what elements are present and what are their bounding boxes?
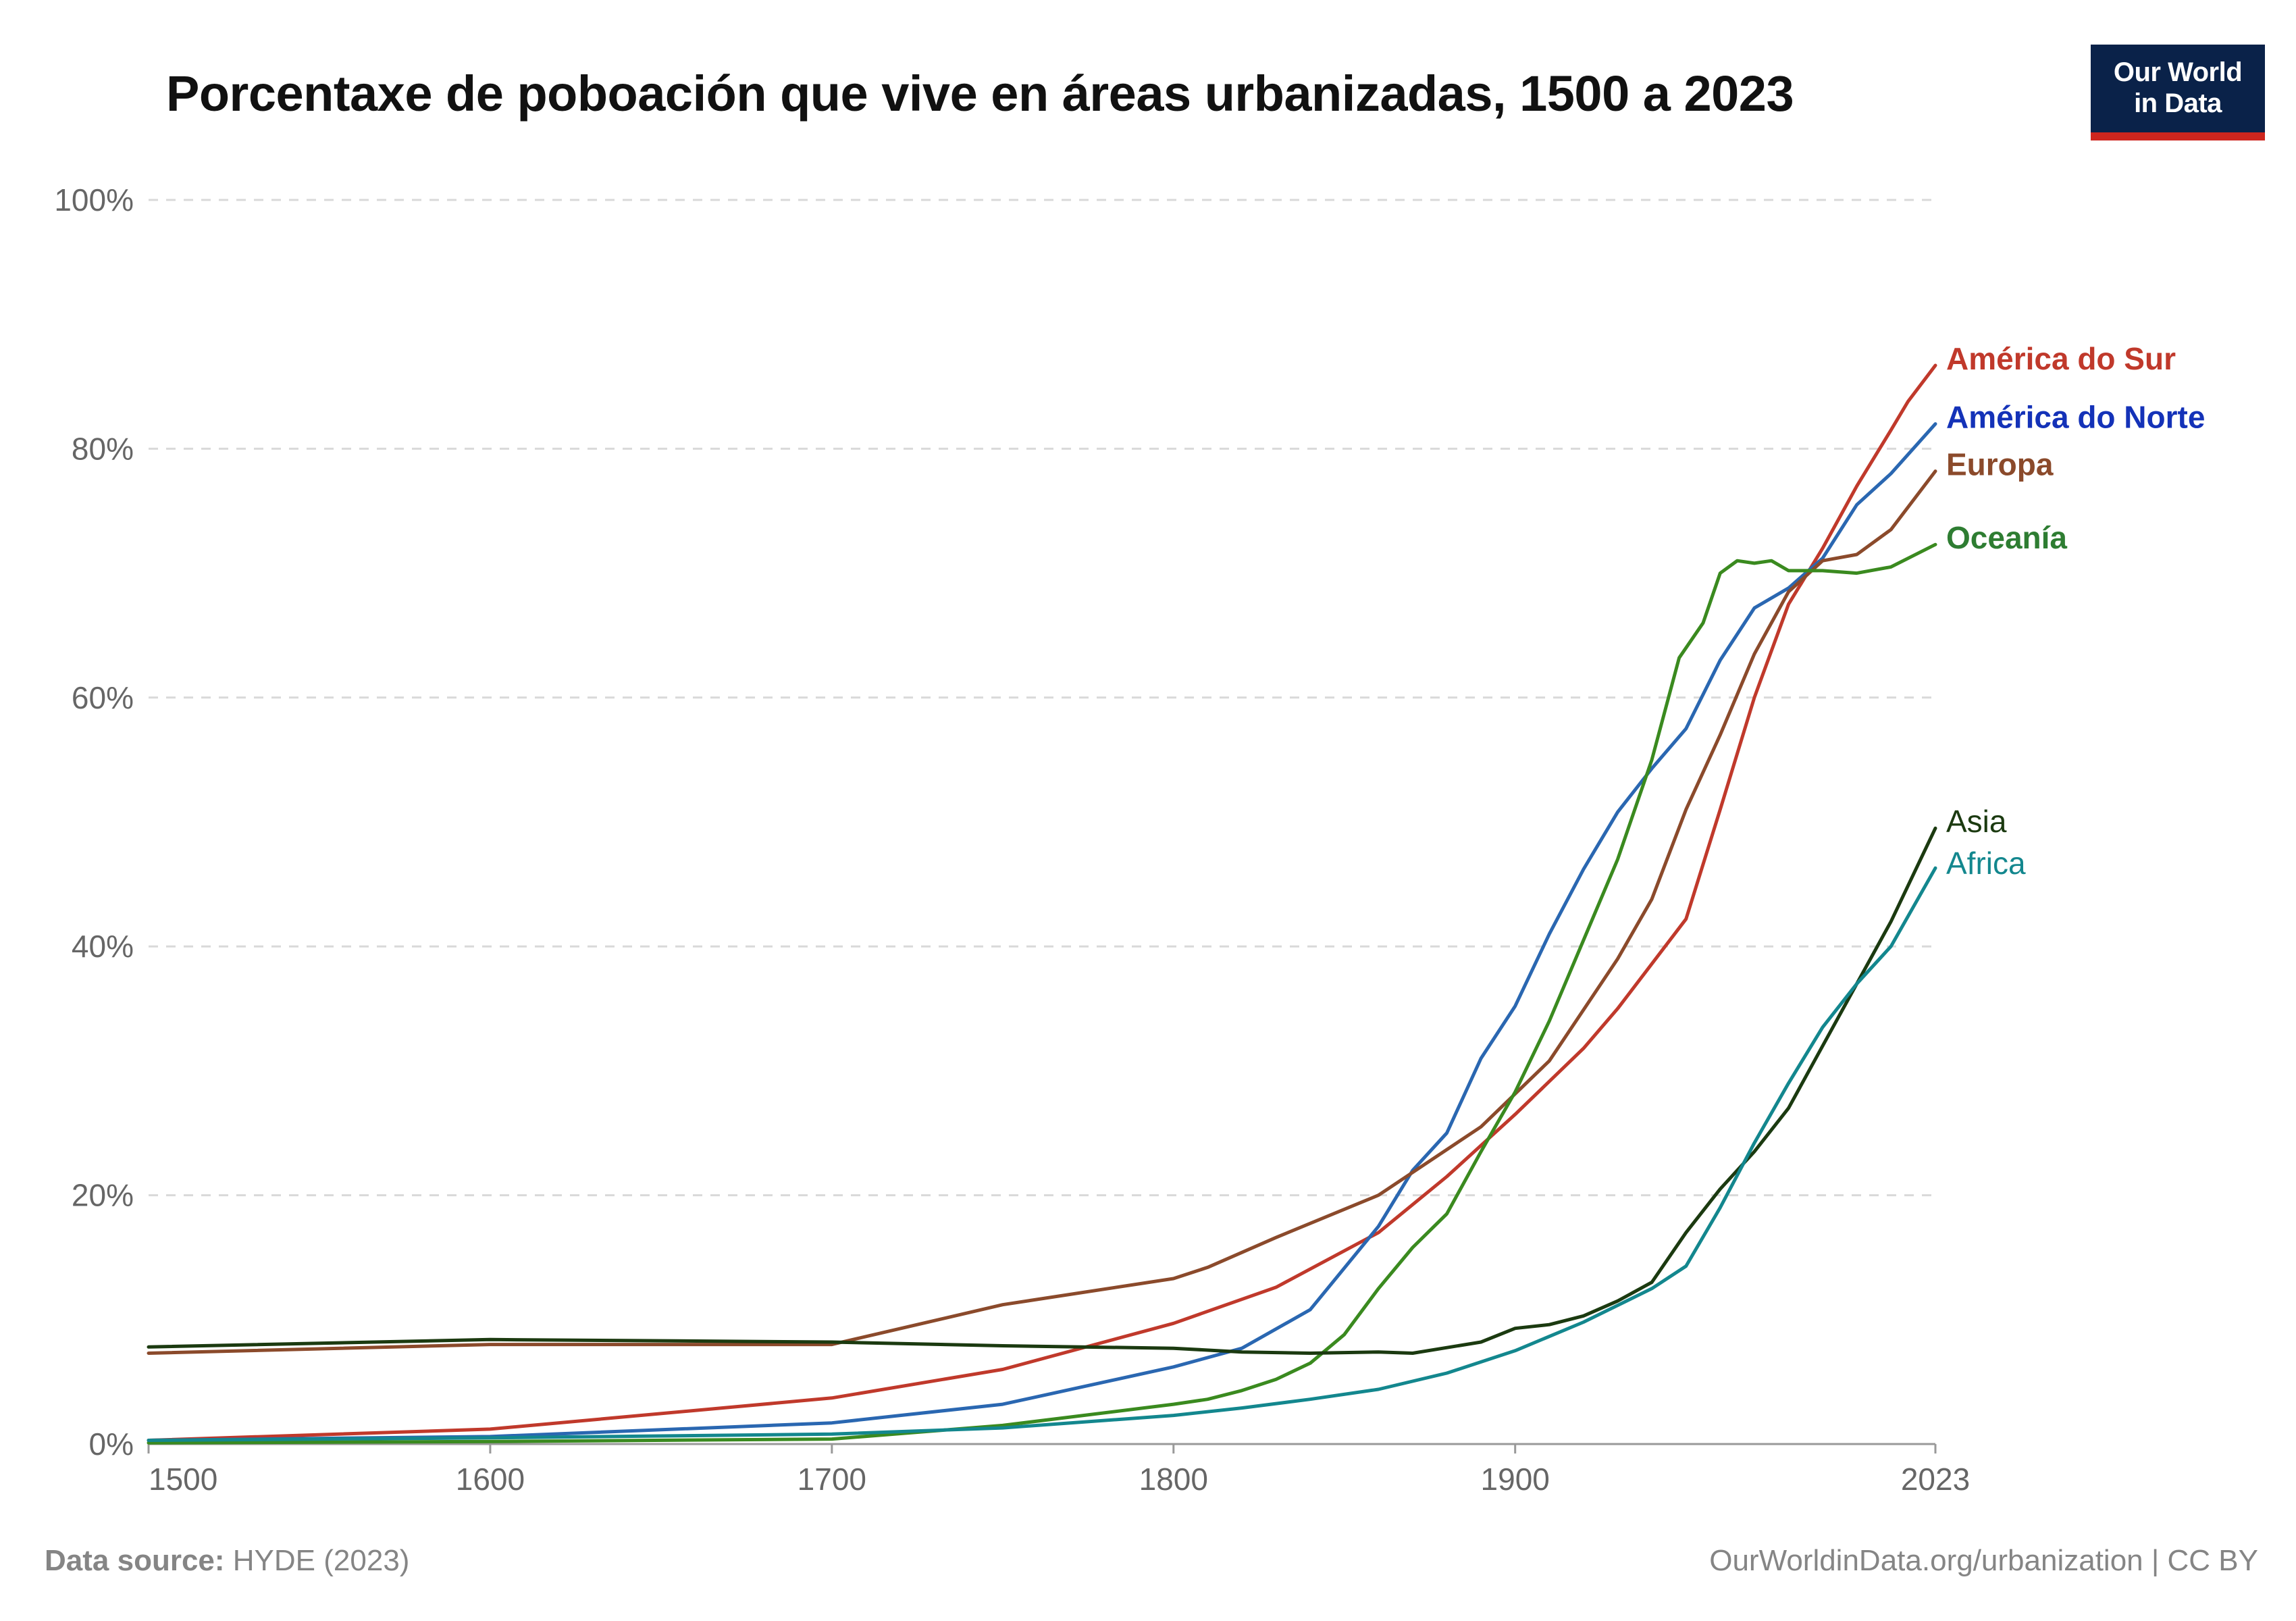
x-tick-label: 1800 [1139,1462,1208,1497]
data-source-value: HYDE (2023) [232,1544,410,1577]
owid-logo[interactable]: Our World in Data [2091,45,2265,140]
logo-accent-bar [2091,132,2265,140]
x-axis: 1500 1600 1700 1800 1900 2023 [147,1443,1970,1497]
series-label-oceania: Oceanía [1946,520,2067,555]
y-tick-label: 80% [72,431,134,466]
logo-line-2: in Data [2134,88,2222,118]
y-tick-label: 40% [72,929,134,964]
x-tick-label: 1500 [149,1462,217,1497]
series-line-africa [147,866,1937,1442]
logo-line-1: Our World [2113,57,2243,87]
series-line-oceania [147,542,1937,1445]
series-line-europa [147,469,1937,1355]
series-label-america-do-norte: América do Norte [1946,400,2205,435]
y-tick-label: 0% [89,1426,134,1462]
series-lines [147,363,1937,1445]
y-tick-label: 20% [72,1178,134,1213]
data-source-label: Data source: [45,1544,225,1577]
series-labels: América do Sur América do Norte Europa Ocea… [1946,341,2205,881]
source-url[interactable]: OurWorldinData.org/urbanization | CC BY [1709,1544,2258,1577]
series-line-asia [147,826,1937,1355]
series-label-asia: Asia [1946,804,2007,839]
x-tick-label: 1900 [1481,1462,1550,1497]
y-tick-label: 60% [72,680,134,715]
series-label-europa: Europa [1946,447,2054,482]
x-tick-label: 1700 [798,1462,866,1497]
series-line-america-do-norte [147,422,1937,1442]
series-line-america-do-sur [147,363,1937,1442]
y-tick-label: 100% [54,182,134,217]
data-source: Data source: HYDE (2023) [45,1544,409,1578]
x-tick-label: 1600 [456,1462,525,1497]
series-label-america-do-sur: América do Sur [1946,341,2176,376]
y-axis: 0% 20% 40% 60% 80% 100% [54,182,134,1462]
x-tick-label: 2023 [1901,1462,1970,1497]
series-label-africa: Africa [1946,846,2026,881]
chart-title: Porcentaxe de poboación que vive en área… [166,66,1794,122]
